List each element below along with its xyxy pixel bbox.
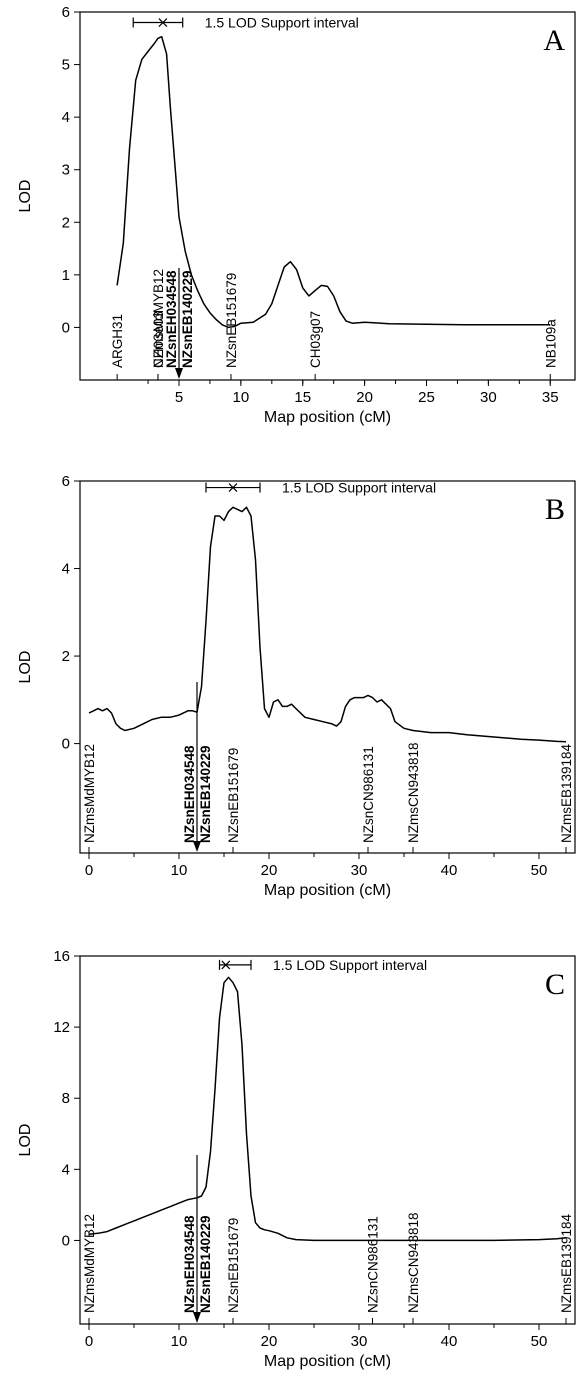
- x-tick-label: 10: [171, 1333, 188, 1350]
- marker-label: NZmsEB139184: [559, 1213, 574, 1313]
- marker-label: NZsnEB151679: [226, 1218, 241, 1313]
- marker-label: NZsnEH034548: [164, 270, 179, 368]
- lod-curve: [88, 976, 567, 1242]
- x-tick-label: 30: [351, 862, 368, 879]
- marker-label: NZsnEB140229: [198, 745, 213, 843]
- marker-label: NZmsMdMYB12: [82, 1214, 97, 1313]
- x-tick-label: 5: [175, 389, 183, 406]
- x-tick-label: 0: [85, 1333, 93, 1350]
- marker-arrow-head: [193, 841, 201, 852]
- x-axis-title: Map position (cM): [264, 882, 391, 899]
- plot-frame: [79, 480, 576, 854]
- panel-a: 0 1 2 3 4 5 6 5 10 15 20 25 30 35 Map position (cM) LOD…: [17, 4, 576, 426]
- marker-arrow-head: [175, 368, 183, 379]
- x-axis-title: Map position (cM): [264, 409, 391, 426]
- x-tick-label: 30: [351, 1333, 368, 1350]
- marker-label: CH03g07: [308, 311, 323, 368]
- marker-label: NZmsEB139184: [559, 743, 574, 843]
- marker-arrow-head: [193, 1312, 201, 1323]
- y-tick-label: 0: [62, 736, 70, 753]
- y-tick-label: 6: [62, 4, 70, 21]
- support-interval-label: 1.5 LOD Support interval: [273, 957, 427, 973]
- y-tick-label: 16: [53, 948, 70, 965]
- x-tick-label: 20: [261, 862, 278, 879]
- support-interval-label: 1.5 LOD Support interval: [205, 15, 359, 31]
- y-tick-label: 0: [62, 319, 70, 336]
- x-tick-label: 20: [356, 389, 373, 406]
- y-axis-title: LOD: [17, 651, 34, 684]
- panel-letter: A: [543, 24, 565, 57]
- marker-label: NZsnEH034548: [182, 1215, 197, 1313]
- x-tick-label: 15: [294, 389, 311, 406]
- marker-label: NB109a: [543, 319, 558, 368]
- y-tick-label: 0: [62, 1232, 70, 1249]
- x-tick-label: 50: [531, 862, 548, 879]
- marker-label: ARGH31: [110, 314, 125, 368]
- panel-letter: C: [545, 968, 565, 1001]
- support-interval-peak-mark: [158, 18, 168, 27]
- plot-frame: [79, 955, 576, 1325]
- marker-label: NZmsMdMYB12: [82, 744, 97, 843]
- x-tick-label: 40: [441, 1333, 458, 1350]
- x-tick-label: 35: [542, 389, 559, 406]
- marker-label: NZmsCN943818: [406, 742, 421, 843]
- y-tick-label: 4: [62, 109, 70, 126]
- panel-c: 0 4 8 12 16 0 10 20 30 40 50 Map position (cM) LOD C N…: [17, 948, 576, 1370]
- x-tick-label: 0: [85, 862, 93, 879]
- x-tick-label: 30: [480, 389, 497, 406]
- x-tick-label: 25: [418, 389, 435, 406]
- plot-frame: [79, 11, 576, 381]
- marker-label: NZsnCN986131: [361, 746, 376, 843]
- y-axis-title: LOD: [17, 1124, 34, 1157]
- x-tick-label: 20: [261, 1333, 278, 1350]
- marker-label: NZmsMdMYB12: [151, 269, 166, 368]
- panel-letter: B: [545, 493, 565, 526]
- x-tick-label: 40: [441, 862, 458, 879]
- x-tick-label: 10: [171, 862, 188, 879]
- y-tick-label: 5: [62, 57, 70, 74]
- y-axis-title: LOD: [17, 180, 34, 213]
- x-tick-label: 50: [531, 1333, 548, 1350]
- marker-label: NZsnEB151679: [224, 273, 239, 368]
- lod-curve: [116, 35, 551, 329]
- lod-curve: [88, 506, 567, 743]
- support-interval-peak-mark: [228, 483, 238, 492]
- marker-label: NZsnEB151679: [226, 748, 241, 843]
- marker-label: CH03e03: [151, 311, 166, 368]
- y-tick-label: 4: [62, 1161, 70, 1178]
- y-tick-label: 3: [62, 162, 70, 179]
- marker-label: NZmsCN943818: [406, 1212, 421, 1313]
- marker-label: NZsnEB140229: [180, 270, 195, 368]
- marker-label: NZsnEB140229: [198, 1215, 213, 1313]
- y-tick-label: 8: [62, 1090, 70, 1107]
- marker-label: NZsnCN986131: [366, 1216, 381, 1313]
- support-interval-label: 1.5 LOD Support interval: [282, 480, 436, 496]
- y-tick-label: 12: [53, 1019, 70, 1036]
- support-interval-peak-mark: [221, 960, 231, 970]
- y-tick-label: 2: [62, 214, 70, 231]
- y-tick-label: 4: [62, 561, 70, 578]
- marker-label: NZsnEH034548: [182, 745, 197, 843]
- y-tick-label: 6: [62, 473, 70, 490]
- y-tick-label: 1: [62, 267, 70, 284]
- x-axis-title: Map position (cM): [264, 1353, 391, 1370]
- y-tick-label: 2: [62, 648, 70, 665]
- x-tick-label: 10: [233, 389, 250, 406]
- panel-b: 0 2 4 6 0 10 20 30 40 50 Map position (cM) LOD B NZms…: [17, 473, 576, 899]
